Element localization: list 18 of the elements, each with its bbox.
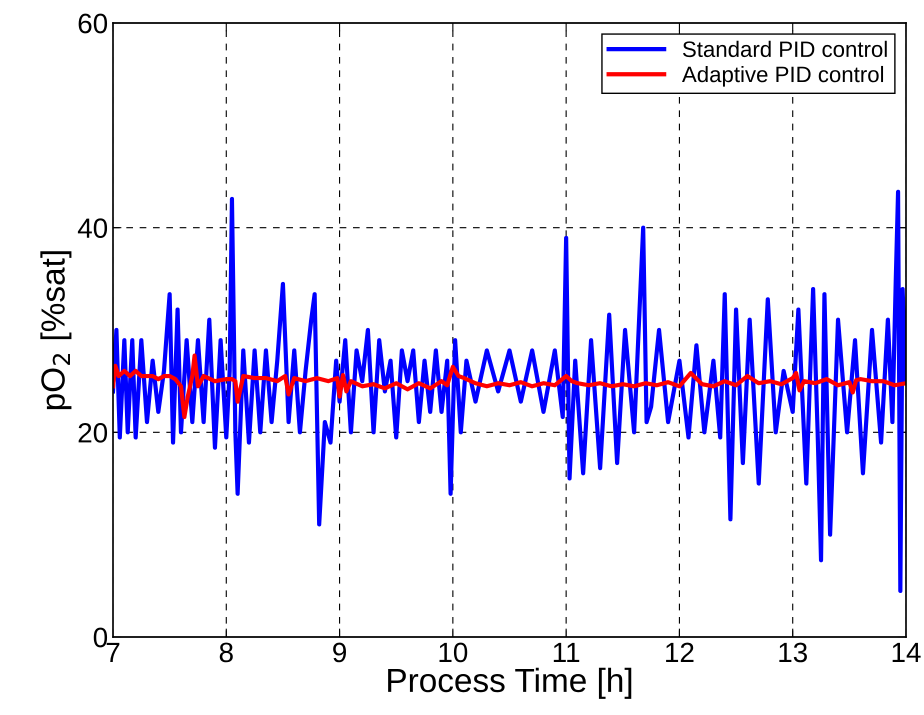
y-axis-title: pO$_{2}$ [%sat] — [40, 251, 72, 410]
y-tick-label: 40 — [78, 218, 108, 238]
x-tick-label: 10 — [440, 642, 468, 662]
legend-label: Adaptive PID control — [682, 66, 884, 87]
x-tick-label: 13 — [779, 642, 807, 662]
line-series — [113, 190, 906, 594]
x-tick-label: 9 — [333, 642, 346, 662]
x-tick-label: 14 — [892, 642, 921, 662]
x-tick-label: 7 — [106, 642, 120, 662]
y-tick-label: 60 — [78, 14, 108, 34]
line-series — [113, 354, 906, 420]
y-tick-label: 0 — [94, 628, 108, 648]
y-tick-label: 20 — [78, 423, 108, 443]
x-tick-label: 11 — [554, 642, 580, 662]
x-tick-label: 12 — [666, 642, 694, 662]
legend-label: Standard PID control — [682, 40, 887, 58]
x-tick-label: 8 — [220, 642, 233, 662]
x-axis-title: Process Time [h] — [388, 668, 632, 699]
